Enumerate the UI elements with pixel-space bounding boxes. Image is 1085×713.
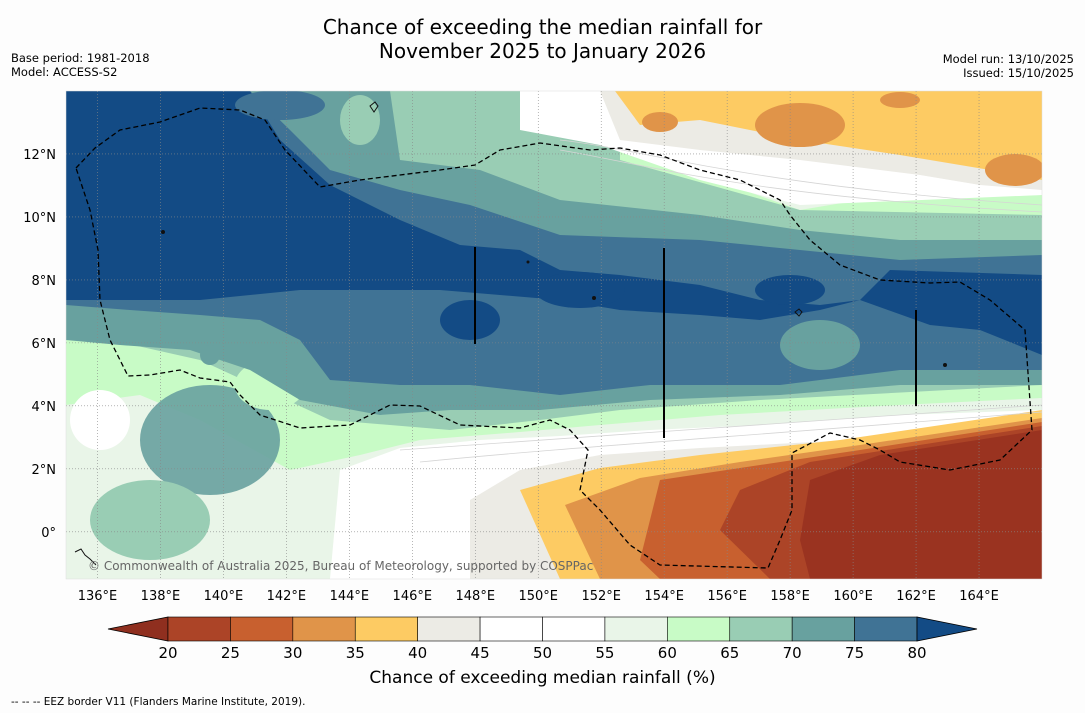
x-tick-label: 138°E bbox=[141, 589, 181, 604]
y-tick-label: 6°N bbox=[32, 337, 57, 352]
x-axis-ticks: 136°E 138°E 140°E 142°E 144°E 146°E 148°E 150°E… bbox=[78, 589, 999, 604]
meta-left: Base period: 1981-2018 Model: ACCESS-S2 bbox=[11, 51, 150, 79]
colorbar-under-arrow bbox=[107, 616, 169, 642]
islands bbox=[74, 101, 947, 566]
x-tick-label: 152°E bbox=[581, 589, 621, 604]
colorbar-tick-label: 50 bbox=[532, 644, 553, 662]
colorbar-bin bbox=[791, 616, 855, 642]
patch-dry-north-3 bbox=[985, 154, 1042, 186]
colorbar-tick-label: 40 bbox=[408, 644, 428, 662]
vertical-markers bbox=[474, 247, 917, 438]
colorbar-tick-label: 45 bbox=[470, 644, 490, 662]
y-tick-label: 8°N bbox=[32, 274, 57, 289]
x-tick-label: 150°E bbox=[518, 589, 558, 604]
patch-sw-2 bbox=[90, 480, 210, 560]
patch-wet-5 bbox=[200, 345, 220, 365]
x-tick-label: 146°E bbox=[393, 589, 433, 604]
graticule bbox=[66, 91, 1042, 579]
map-title-line1: Chance of exceeding the median rainfall … bbox=[322, 15, 763, 39]
zone-wet-over bbox=[66, 91, 1042, 355]
colorbar-tick-label: 20 bbox=[158, 644, 178, 662]
patch-north-green bbox=[340, 95, 380, 145]
patch-dry-north-1 bbox=[755, 103, 845, 147]
colorbar-tick-label: 55 bbox=[595, 644, 615, 662]
colorbar-bin bbox=[542, 616, 606, 642]
x-tick-label: 154°E bbox=[644, 589, 684, 604]
colorbar-tick-label: 80 bbox=[907, 644, 927, 662]
patch-sw-4 bbox=[70, 390, 130, 450]
colorbar-label: Chance of exceeding median rainfall (%) bbox=[369, 668, 716, 688]
patch-wet-4 bbox=[780, 320, 860, 370]
colorbar-tick-label: 70 bbox=[782, 644, 802, 662]
x-tick-label: 136°E bbox=[78, 589, 118, 604]
y-axis-ticks: 12°N 10°N 8°N 6°N 4°N 2°N 0° bbox=[23, 148, 56, 541]
colorbar-over-arrow bbox=[916, 616, 978, 642]
x-tick-label: 164°E bbox=[959, 589, 999, 604]
colorbar-bin bbox=[292, 616, 356, 642]
colorbar-bin bbox=[230, 616, 294, 642]
base-period: Base period: 1981-2018 bbox=[11, 51, 150, 65]
x-tick-label: 148°E bbox=[456, 589, 496, 604]
colorbar-bin bbox=[417, 616, 481, 642]
patch-sw-1 bbox=[140, 385, 280, 495]
eez-footnote: -- -- -- EEZ border V11 (Flanders Marine… bbox=[11, 696, 306, 708]
x-tick-label: 142°E bbox=[267, 589, 307, 604]
colorbar-tick-label: 60 bbox=[657, 644, 677, 662]
colorbar-bin bbox=[854, 616, 918, 642]
patch-dry-north-4 bbox=[880, 92, 920, 108]
colorbar-tick-label: 65 bbox=[720, 644, 740, 662]
y-tick-label: 12°N bbox=[23, 148, 56, 163]
colorbar-bin bbox=[167, 616, 231, 642]
model-run: Model run: 13/10/2025 bbox=[942, 52, 1074, 66]
patch-dry-north-2 bbox=[642, 112, 678, 132]
x-tick-label: 162°E bbox=[896, 589, 936, 604]
y-tick-label: 2°N bbox=[32, 463, 57, 478]
colorbar-tick-label: 75 bbox=[845, 644, 865, 662]
y-tick-label: 4°N bbox=[32, 400, 57, 415]
x-tick-label: 160°E bbox=[833, 589, 873, 604]
x-tick-label: 144°E bbox=[330, 589, 370, 604]
y-tick-label: 0° bbox=[41, 526, 56, 541]
patch-wet-1 bbox=[535, 272, 625, 308]
issued-date: Issued: 15/10/2025 bbox=[963, 66, 1074, 80]
colorbar-bin bbox=[729, 616, 793, 642]
x-tick-label: 156°E bbox=[707, 589, 747, 604]
x-tick-label: 140°E bbox=[204, 589, 244, 604]
map-frame bbox=[65, 90, 1043, 580]
colorbar bbox=[107, 616, 978, 642]
colorbar-tick-label: 25 bbox=[220, 644, 240, 662]
map-title-line2: November 2025 to January 2026 bbox=[378, 39, 707, 63]
y-tick-label: 10°N bbox=[23, 211, 56, 226]
copyright-text: © Commonwealth of Australia 2025, Bureau… bbox=[88, 559, 593, 573]
zone-dry-under bbox=[800, 430, 1042, 579]
map-field: © Commonwealth of Australia 2025, Bureau… bbox=[66, 91, 1042, 579]
colorbar-bin bbox=[667, 616, 731, 642]
meta-right: Model run: 13/10/2025 Issued: 15/10/2025 bbox=[943, 52, 1074, 80]
colorbar-bin bbox=[479, 616, 543, 642]
colorbar-bin bbox=[354, 616, 418, 642]
model-name: Model: ACCESS-S2 bbox=[11, 65, 118, 79]
eez-borders bbox=[75, 107, 1033, 569]
colorbar-tick-label: 35 bbox=[345, 644, 365, 662]
colorbar-bin bbox=[604, 616, 668, 642]
colorbar-tick-label: 30 bbox=[283, 644, 303, 662]
patch-wet-2 bbox=[440, 300, 500, 340]
x-tick-label: 158°E bbox=[770, 589, 810, 604]
patch-north-blue bbox=[235, 91, 325, 120]
